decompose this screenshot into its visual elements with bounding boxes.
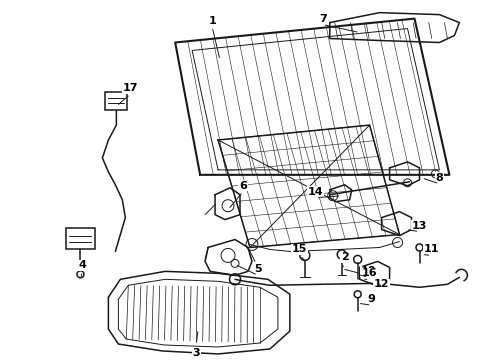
Text: 5: 5: [254, 264, 262, 274]
Text: 2: 2: [341, 252, 348, 262]
Text: 4: 4: [78, 260, 86, 270]
Text: 3: 3: [193, 348, 200, 358]
Text: 11: 11: [424, 244, 439, 255]
Text: 14: 14: [308, 187, 323, 197]
Text: 8: 8: [436, 173, 443, 183]
Text: 15: 15: [292, 244, 308, 255]
Text: 9: 9: [368, 294, 375, 304]
Text: 17: 17: [122, 83, 138, 93]
Text: 12: 12: [374, 279, 390, 289]
Text: 16: 16: [362, 268, 377, 278]
Text: 10: 10: [361, 266, 376, 276]
Text: 7: 7: [319, 14, 327, 24]
Text: 1: 1: [208, 15, 216, 26]
Bar: [105, 92, 127, 110]
Bar: [66, 228, 96, 249]
Text: 13: 13: [412, 221, 427, 231]
Text: 6: 6: [239, 181, 247, 191]
